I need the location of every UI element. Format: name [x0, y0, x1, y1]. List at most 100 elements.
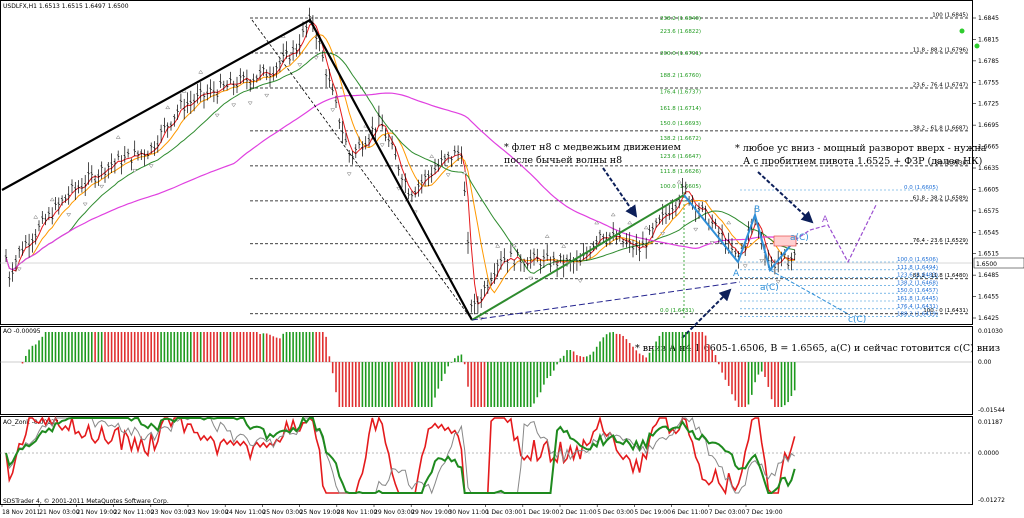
wave-label-a-violet: A	[822, 215, 829, 225]
fractal-up-icon	[511, 243, 517, 248]
ao-tick-label: 0.01030	[978, 328, 1003, 335]
aozonk-tick-label: 0.0000	[978, 450, 999, 457]
fib-blue-label: 138.2 (1.6468)	[897, 280, 938, 286]
fractal-up-icon	[165, 105, 171, 110]
fractal-down-icon	[775, 280, 781, 284]
wave-label-b: B	[754, 205, 760, 215]
fib-level-label: 50 (1.6638)	[936, 160, 968, 166]
annotation-reversal-1: * любое ус вниз - мощный разворот вверх …	[735, 143, 987, 154]
price-tick-label: 1.6815	[978, 36, 999, 43]
fractal-down-icon	[297, 63, 303, 67]
fib-blue-label: 111.8 (1.6494)	[897, 265, 938, 271]
annotation-flat-1: * флет н8 с медвежьим движением	[504, 142, 682, 153]
time-tick-label: 1 Dec 19:00	[523, 509, 560, 516]
fractal-down-icon	[82, 202, 88, 207]
fib-blue-label: 150.0 (1.6457)	[897, 288, 938, 294]
price-tick-label: 1.6785	[978, 58, 999, 65]
fractal-up-icon	[49, 197, 55, 202]
fractal-down-icon	[66, 213, 72, 217]
wave-cc-projection	[769, 269, 851, 316]
fractal-down-icon	[379, 143, 385, 148]
arrow-down	[681, 288, 732, 339]
green-dot-icon	[959, 28, 965, 34]
ma-long-line	[5, 92, 795, 271]
time-tick-label: 23 Nov 19:00	[188, 509, 229, 516]
fractal-up-icon	[198, 69, 204, 74]
time-tick-label: 25 Nov 19:00	[300, 509, 341, 516]
aozonk-gray-line	[5, 416, 795, 495]
chart-title: USDLFX,H1 1.6513 1.6515 1.6497 1.6500	[3, 3, 129, 10]
fib-ext-label: 223.6 (1.6822)	[660, 29, 701, 35]
fib-ext-label: 200.0 (1.6791)	[660, 51, 701, 57]
time-tick-label: 2 Dec 11:00	[560, 509, 597, 516]
fib-blue-label: 0.0 (1.6605)	[904, 185, 938, 191]
aozonk-tick-label: 0.01187	[978, 419, 1003, 426]
ao-histogram	[0, 332, 972, 407]
price-tick-label: 1.6485	[978, 272, 999, 279]
fractal-up-icon	[544, 234, 550, 238]
fractal-down-icon	[445, 173, 451, 178]
fib-level-label: 38.2 - 61.8 (1.6687)	[913, 125, 968, 131]
price-tick-label: 1.6695	[978, 122, 999, 129]
time-tick-label: 30 Nov 11:00	[448, 509, 489, 516]
ma-mid-line	[5, 34, 795, 294]
time-tick-label: 21 Nov 19:00	[76, 509, 117, 516]
wave-violet-projection	[794, 204, 877, 264]
ma-fast-line	[5, 21, 795, 305]
fib-level-label: 11.8 - 88.2 (1.6796)	[913, 48, 968, 54]
fib-ext-label: 161.8 (1.6714)	[660, 106, 701, 112]
time-tick-label: 7 Dec 03:00	[709, 509, 746, 516]
price-tick-label: 1.6635	[978, 165, 999, 172]
current-zone-box	[773, 235, 797, 247]
annotation-down: * вниз А н4 1.6605-1.6506, В = 1.6565, а…	[635, 343, 1000, 354]
price-tick-label: 1.6515	[978, 251, 999, 258]
fractal-up-icon	[643, 225, 649, 230]
fib-ext-label: 111.8 (1.6626)	[660, 169, 701, 175]
ao-tick-label: -0.01544	[978, 407, 1005, 414]
price-tick-label: 1.6665	[978, 144, 999, 151]
time-tick-label: 28 Nov 11:00	[337, 509, 378, 516]
time-tick-label: 29 Nov 19:00	[411, 509, 452, 516]
fractal-down-icon	[313, 56, 319, 60]
wave-label-ac-upper: a(C)	[790, 233, 809, 243]
time-tick-label: 18 Nov 2011	[2, 509, 41, 516]
current-price-box	[973, 257, 1024, 269]
moving-averages	[5, 21, 795, 305]
fractal-down-icon	[247, 101, 253, 106]
time-tick-label: 29 Nov 03:00	[374, 509, 415, 516]
fib-level-label: 100 - 0 (1.6431)	[923, 308, 968, 314]
fractal-down-icon	[99, 184, 105, 189]
time-tick-label: 22 Nov 11:00	[114, 509, 155, 516]
time-tick-label: 25 Nov 03:00	[262, 509, 303, 516]
fib-ext-label: 123.6 (1.6647)	[660, 154, 701, 160]
fractal-down-icon	[16, 267, 22, 272]
fib-level-label: 23.6 - 76.4 (1.6747)	[913, 83, 968, 89]
channel-dashed-line	[251, 19, 473, 321]
fractal-down-icon	[330, 108, 336, 113]
fib-level-label: 100 (1.6845)	[932, 13, 968, 19]
ao-tick-label: 0.00	[978, 359, 992, 366]
copyright: SDSTrader 4, © 2001-2011 MetaQuotes Soft…	[3, 498, 169, 505]
blue-support-line	[471, 281, 741, 321]
fractal-up-icon	[115, 135, 121, 139]
fractal-down-icon	[148, 164, 154, 169]
fractal-down-icon	[528, 276, 534, 281]
price-tick-label: 1.6575	[978, 208, 999, 215]
time-tick-label: 7 Dec 19:00	[746, 509, 783, 516]
wave-label-cc: c(C)	[848, 315, 866, 325]
annotation-flat-2: после бычьей волны н8	[504, 155, 622, 166]
fib-level-label: 61.8 - 38.2 (1.6589)	[913, 195, 968, 201]
time-tick-label: 1 Dec 03:00	[486, 509, 523, 516]
ma-slow-line	[5, 51, 795, 274]
price-tick-label: 1.6545	[978, 229, 999, 236]
fractal-up-icon	[462, 170, 468, 175]
fib-ext-label: 176.4 (1.6737)	[660, 90, 701, 96]
aozonk-tick-label: -0.01272	[978, 497, 1005, 504]
time-tick-label: 5 Dec 03:00	[597, 509, 634, 516]
fractal-up-icon	[726, 220, 732, 225]
fib-ext-label: 188.2 (1.6760)	[660, 73, 701, 79]
fib-ext-label: 238.2 (1.6840)	[660, 16, 701, 22]
fractal-down-icon	[214, 113, 220, 118]
fib-blue-label: 100.0 (1.6506)	[897, 257, 938, 263]
